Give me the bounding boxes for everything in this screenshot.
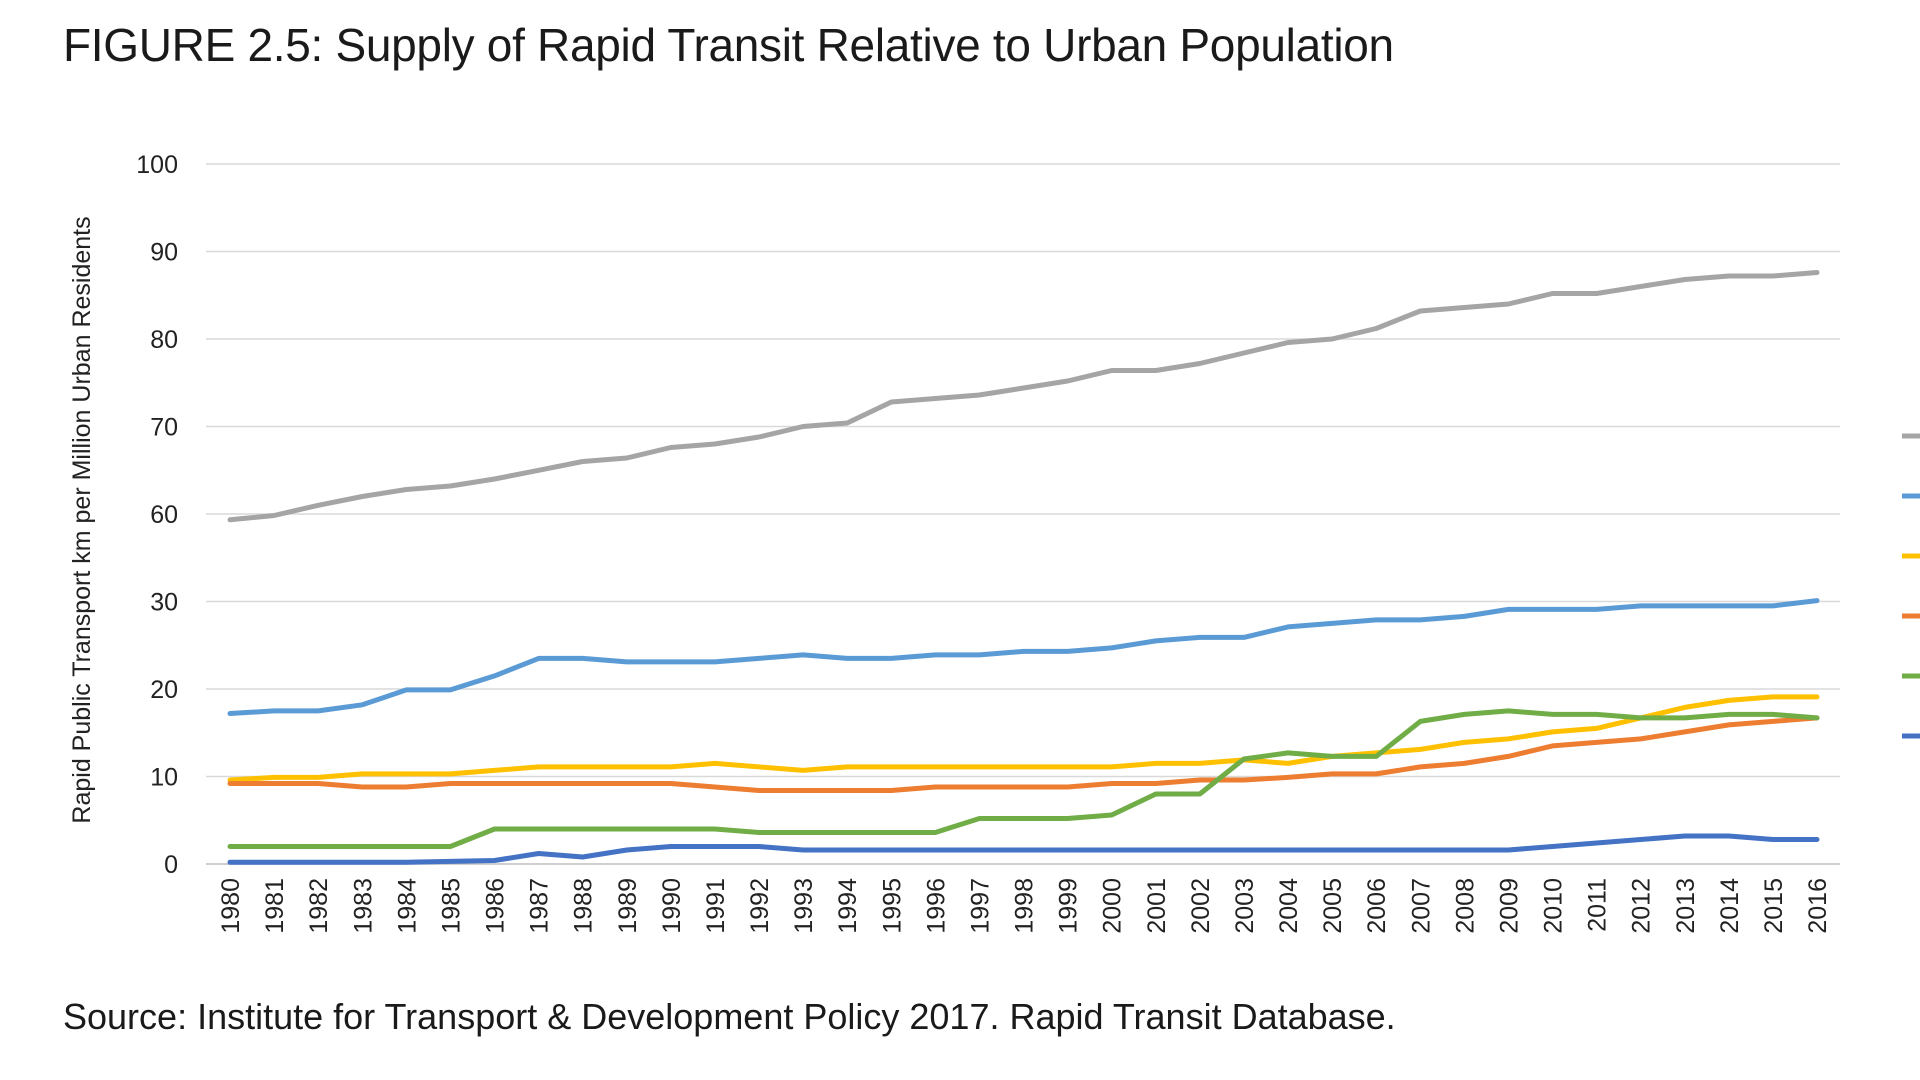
x-tick-labels: 1980 1981 1982 1983 1984 1985 1986 1987 1988 1989… (217, 878, 1832, 934)
x-tick-label: 2010 (1540, 878, 1568, 934)
x-tick-label: 1997 (966, 878, 994, 934)
x-tick-label: 1988 (570, 878, 598, 934)
legend (1902, 433, 1920, 739)
series-line (227, 598, 1820, 716)
x-tick-label: 1998 (1011, 878, 1039, 934)
x-tick-label: 1983 (349, 878, 377, 934)
x-tick-label: 2002 (1187, 878, 1215, 934)
x-tick-label: 1982 (305, 878, 333, 934)
x-tick-label: 1999 (1055, 878, 1083, 934)
x-tick-label: 2004 (1275, 878, 1303, 934)
series-line (227, 694, 1820, 783)
x-tick-label: 1994 (834, 878, 862, 934)
x-tick-label: 1985 (437, 878, 465, 934)
x-tick-label: 1980 (217, 878, 245, 934)
y-tick-label: 0 (164, 851, 178, 879)
chart-title: FIGURE 2.5: Supply of Rapid Transit Rela… (63, 19, 1394, 71)
y-tick-label: 30 (150, 589, 178, 617)
x-tick-label: 2007 (1407, 878, 1435, 934)
y-tick-label: 70 (150, 414, 178, 442)
x-tick-label: 2015 (1760, 878, 1788, 934)
x-tick-label: 1984 (393, 878, 421, 934)
x-tick-label: 1989 (614, 878, 642, 934)
x-tick-label: 2014 (1716, 878, 1744, 934)
x-tick-label: 1992 (746, 878, 774, 934)
x-tick-label: 1995 (878, 878, 906, 934)
series-lines (227, 270, 1820, 865)
series-line (227, 708, 1820, 849)
x-tick-label: 1987 (526, 878, 554, 934)
y-tick-label: 20 (150, 676, 178, 704)
x-tick-label: 2016 (1804, 878, 1832, 934)
y-axis-title: Rapid Public Transport km per Million Ur… (68, 216, 96, 823)
x-tick-label: 2006 (1363, 878, 1391, 934)
source-note: Source: Institute for Transport & Develo… (63, 996, 1396, 1037)
x-tick-label: 2008 (1451, 878, 1479, 934)
x-tick-label: 1990 (658, 878, 686, 934)
x-tick-label: 1996 (922, 878, 950, 934)
x-tick-label: 2000 (1099, 878, 1127, 934)
x-tick-label: 2005 (1319, 878, 1347, 934)
y-tick-label: 80 (150, 326, 178, 354)
series-line (227, 833, 1820, 865)
y-tick-label: 100 (136, 151, 178, 179)
x-tick-label: 1993 (790, 878, 818, 934)
x-tick-label: 2012 (1628, 878, 1656, 934)
x-tick-label: 1986 (482, 878, 510, 934)
series-line (227, 715, 1820, 793)
y-tick-label: 10 (150, 764, 178, 792)
x-tick-label: 2009 (1495, 878, 1523, 934)
x-tick-label: 2013 (1672, 878, 1700, 934)
x-tick-label: 2003 (1231, 878, 1259, 934)
y-tick-label: 90 (150, 239, 178, 267)
grid-lines (206, 163, 1840, 865)
x-tick-label: 2001 (1143, 878, 1171, 934)
y-tick-label: 60 (150, 501, 178, 529)
x-tick-label: 1991 (702, 878, 730, 934)
x-tick-label: 1981 (261, 878, 289, 934)
y-tick-labels: 0 10 20 30 60 70 80 90 100 (136, 151, 178, 879)
series-line (227, 270, 1820, 523)
x-tick-label: 2011 (1584, 878, 1612, 932)
